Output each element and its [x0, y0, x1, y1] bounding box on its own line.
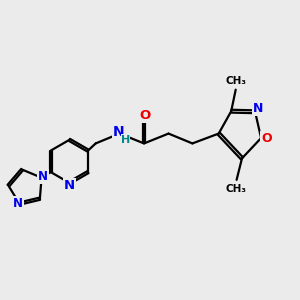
- Text: N: N: [64, 179, 75, 192]
- Text: CH₃: CH₃: [226, 184, 247, 194]
- Text: O: O: [261, 132, 272, 145]
- Text: N: N: [112, 125, 124, 140]
- Text: N: N: [253, 102, 263, 115]
- Text: O: O: [139, 109, 150, 122]
- Text: N: N: [13, 197, 22, 210]
- Text: CH₃: CH₃: [226, 76, 247, 86]
- Text: H: H: [121, 134, 130, 145]
- Text: N: N: [38, 170, 48, 183]
